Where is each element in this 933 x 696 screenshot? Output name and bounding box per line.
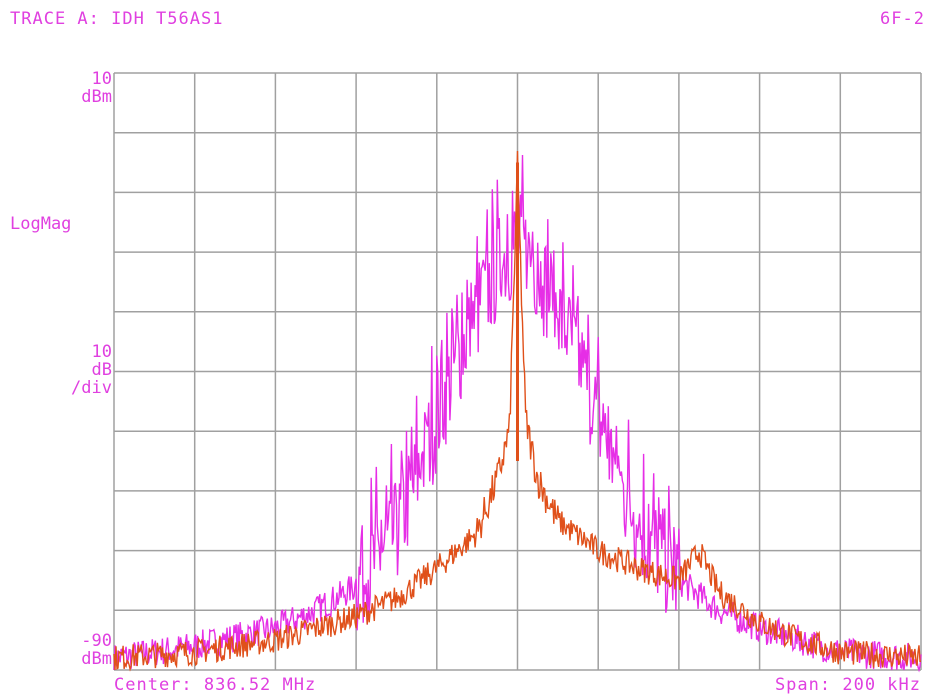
scale-unit: dB xyxy=(91,360,112,380)
plot-grid xyxy=(113,72,922,671)
scale-per-div: /div xyxy=(71,378,112,398)
ref-level-bottom-value: -90 xyxy=(81,631,112,651)
center-frequency-label: Center: 836.52 MHz xyxy=(114,675,317,695)
scale-value: 10 xyxy=(91,342,112,362)
trace-orange-line xyxy=(113,150,921,672)
span-label: Span: 200 kHz xyxy=(774,675,921,695)
ref-level-bottom-unit: dBm xyxy=(81,649,112,669)
trace-title: TRACE A: IDH T56AS1 xyxy=(10,9,224,29)
format-label: LogMag xyxy=(10,214,72,234)
page-id: 6F-2 xyxy=(880,9,925,29)
trace-group xyxy=(113,150,922,673)
ref-level-top-value: 10 xyxy=(91,69,112,89)
ref-level-top-unit: dBm xyxy=(81,87,112,107)
